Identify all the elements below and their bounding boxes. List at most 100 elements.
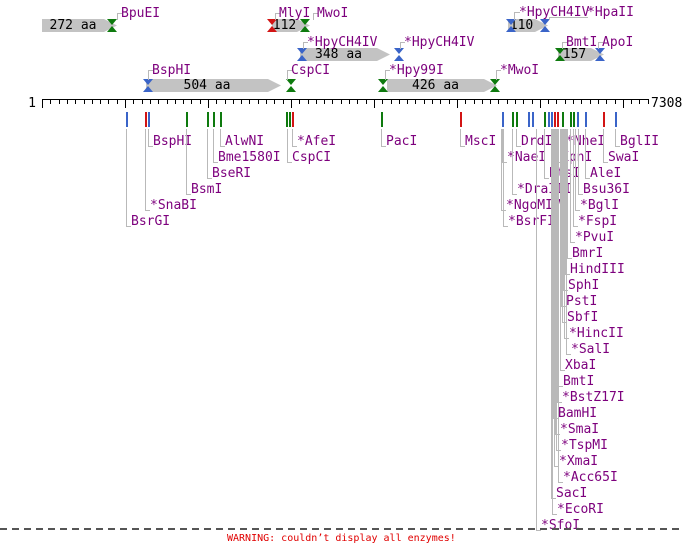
- triangle-down-icon: [506, 19, 516, 25]
- site-tick: [532, 112, 534, 127]
- orf-arrow: 348 aa: [300, 48, 390, 61]
- enzyme-label: XbaI: [565, 358, 597, 373]
- triangle-up-icon: [394, 55, 404, 61]
- ruler-minor-tick: [324, 100, 326, 104]
- site-tick: [615, 112, 617, 127]
- ruler-minor-tick: [257, 100, 259, 104]
- enzyme-label: BsrGI: [131, 214, 171, 229]
- elbow-connector: [117, 13, 122, 20]
- site-tick: [381, 112, 383, 127]
- ruler-minor-tick: [241, 100, 243, 104]
- orf-arrow: 272 aa: [42, 19, 117, 32]
- ruler-minor-tick: [415, 100, 417, 104]
- site-tick: [207, 112, 209, 127]
- ruler-major-tick: [207, 100, 209, 108]
- enzyme-label: PacI: [386, 134, 418, 149]
- ruler-minor-tick: [440, 100, 442, 104]
- enzyme-label: *SfoI: [541, 518, 581, 533]
- triangle-down-icon: [143, 79, 153, 85]
- enzyme-label: *TspMI: [561, 438, 608, 453]
- ruler-major-tick: [539, 100, 541, 108]
- enzyme-label: *BglI: [580, 198, 620, 213]
- ruler-minor-tick: [58, 100, 60, 104]
- site-tick: [516, 112, 518, 127]
- enzyme-connector: [381, 129, 386, 147]
- site-tick: [551, 112, 553, 127]
- enzyme-label: Bsu36I: [583, 182, 630, 197]
- orf-arrow: 157: [558, 48, 604, 61]
- cut-site-marker: [300, 19, 310, 32]
- ruler-major-tick: [290, 100, 292, 108]
- ruler-minor-tick: [274, 100, 276, 104]
- triangle-up-icon: [286, 86, 296, 92]
- orf-arrow: 504 aa: [146, 79, 281, 92]
- site-tick: [573, 112, 575, 127]
- enzyme-label: BamHI: [558, 406, 598, 421]
- enzyme-connector: [552, 129, 557, 515]
- orf-enzyme-label: MwoI: [317, 6, 349, 21]
- cut-site-marker: [297, 48, 307, 61]
- enzyme-label: *HincII: [569, 326, 624, 341]
- warning-text: WARNING: couldn’t display all enzymes!: [227, 533, 456, 544]
- ruler-minor-tick: [398, 100, 400, 104]
- triangle-up-icon: [143, 86, 153, 92]
- elbow-connector: [385, 70, 390, 80]
- enzyme-label: BmrI: [572, 246, 604, 261]
- site-tick: [554, 112, 556, 127]
- ruler-minor-tick: [158, 100, 160, 104]
- cut-site-marker: [267, 19, 277, 32]
- ruler-minor-tick: [523, 100, 525, 104]
- cut-site-marker: [595, 48, 605, 61]
- ruler-minor-tick: [133, 100, 135, 104]
- enzyme-label: MscI: [465, 134, 497, 149]
- ruler-minor-tick: [166, 100, 168, 104]
- triangle-up-icon: [378, 86, 388, 92]
- triangle-down-icon: [286, 79, 296, 85]
- enzyme-connector: [126, 129, 131, 227]
- site-tick: [548, 112, 550, 127]
- enzyme-connector: [566, 129, 571, 355]
- enzyme-connector: [570, 129, 575, 243]
- triangle-up-icon: [300, 26, 310, 32]
- elbow-connector: [562, 42, 567, 49]
- ruler-minor-tick: [390, 100, 392, 104]
- enzyme-label: *NgoMIV: [506, 198, 561, 213]
- enzyme-connector: [585, 129, 590, 179]
- ruler-minor-tick: [647, 100, 649, 104]
- ruler-minor-tick: [199, 100, 201, 104]
- elbow-connector: [549, 17, 588, 20]
- ruler-line: [42, 99, 649, 100]
- site-tick: [126, 112, 128, 127]
- enzyme-label: BsmI: [191, 182, 223, 197]
- orf-arrow-label: 426 aa: [412, 78, 459, 93]
- ruler-minor-tick: [432, 100, 433, 104]
- enzyme-label: *Acc65I: [563, 470, 618, 485]
- elbow-connector: [400, 42, 405, 49]
- orf-enzyme-label: *HpyCH4IV: [307, 35, 378, 50]
- triangle-up-icon: [595, 55, 605, 61]
- enzyme-connector: [502, 129, 507, 163]
- triangle-up-icon: [555, 55, 565, 61]
- ruler-minor-tick: [224, 100, 226, 104]
- triangle-down-icon: [107, 19, 117, 25]
- enzyme-label: PstI: [566, 294, 598, 309]
- ruler-minor-tick: [423, 100, 425, 104]
- triangle-up-icon: [267, 26, 277, 32]
- cut-site-marker: [286, 79, 296, 92]
- enzyme-label: SphI: [568, 278, 600, 293]
- enzyme-label: SacI: [556, 486, 588, 501]
- ruler-minor-tick: [191, 100, 193, 104]
- enzyme-label: *BstZ17I: [562, 390, 625, 405]
- dashed-separator: [0, 528, 683, 530]
- orf-enzyme-label: BspHI: [152, 63, 192, 78]
- orf-arrow-label: 112: [272, 18, 297, 33]
- orf-enzyme-label: BmtI: [566, 35, 598, 50]
- enzyme-connector: [575, 129, 580, 211]
- enzyme-connector: [561, 129, 566, 307]
- ruler-minor-tick: [481, 100, 483, 104]
- ruler-minor-tick: [581, 100, 583, 104]
- ruler-major-tick: [125, 100, 126, 108]
- orf-enzyme-label: CspCI: [291, 63, 331, 78]
- elbow-connector: [496, 70, 501, 80]
